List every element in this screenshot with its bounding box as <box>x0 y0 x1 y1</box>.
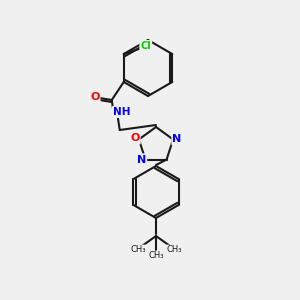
Text: CH₃: CH₃ <box>148 251 164 260</box>
Text: N: N <box>137 154 146 165</box>
Text: CH₃: CH₃ <box>130 245 146 254</box>
Text: CH₃: CH₃ <box>166 245 182 254</box>
Text: O: O <box>130 134 140 143</box>
Text: O: O <box>90 92 99 102</box>
Text: Cl: Cl <box>140 41 151 51</box>
Text: N: N <box>172 134 182 144</box>
Text: NH: NH <box>113 107 130 117</box>
